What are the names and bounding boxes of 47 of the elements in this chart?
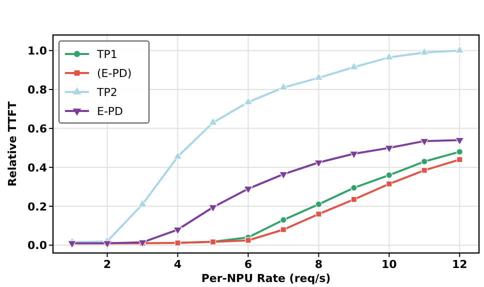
x-tick-label: 2 bbox=[103, 258, 112, 271]
point bbox=[386, 180, 392, 187]
y-tick-label: 0.6 bbox=[28, 122, 48, 136]
legend-label: E-PD bbox=[97, 105, 124, 118]
point bbox=[173, 152, 182, 160]
point bbox=[455, 45, 464, 54]
point bbox=[314, 72, 324, 81]
x-axis-title: Per-NPU Rate (req/s) bbox=[201, 272, 331, 285]
point bbox=[456, 148, 464, 156]
x-tick-label: 12 bbox=[452, 258, 468, 271]
x-tick-label: 6 bbox=[244, 258, 252, 271]
point bbox=[245, 237, 252, 244]
point bbox=[316, 211, 322, 218]
y-tick-label: 1.0 bbox=[28, 44, 48, 58]
point bbox=[314, 160, 324, 168]
point bbox=[278, 171, 288, 180]
y-tick-label: 0.4 bbox=[28, 161, 48, 174]
point bbox=[350, 196, 357, 203]
point bbox=[456, 156, 463, 163]
point bbox=[349, 151, 358, 159]
point bbox=[280, 216, 287, 224]
x-tick-label: 4 bbox=[174, 258, 182, 271]
point bbox=[421, 167, 428, 174]
point bbox=[244, 186, 253, 194]
point bbox=[208, 204, 218, 212]
y-tick-label: 0.8 bbox=[28, 84, 47, 96]
legend-label: TP2 bbox=[96, 86, 118, 99]
point bbox=[138, 199, 147, 208]
x-tick-label: 8 bbox=[314, 258, 323, 271]
legend-label: (E-PD) bbox=[97, 67, 132, 80]
point bbox=[350, 184, 358, 192]
point bbox=[173, 226, 182, 235]
y-tick-label: 0.0 bbox=[28, 239, 48, 252]
point bbox=[349, 62, 358, 70]
y-axis-title: Relative TTFT bbox=[6, 101, 19, 186]
point bbox=[420, 158, 428, 165]
point bbox=[386, 172, 393, 179]
legend-label: TP1 bbox=[96, 48, 118, 61]
y-tick-label: 0.2 bbox=[28, 200, 47, 214]
point bbox=[384, 52, 394, 60]
point bbox=[455, 137, 464, 146]
point bbox=[244, 97, 253, 105]
point bbox=[315, 200, 322, 208]
point bbox=[420, 138, 429, 146]
x-tick-label: 10 bbox=[381, 258, 398, 271]
point bbox=[280, 226, 286, 233]
point bbox=[384, 145, 394, 153]
